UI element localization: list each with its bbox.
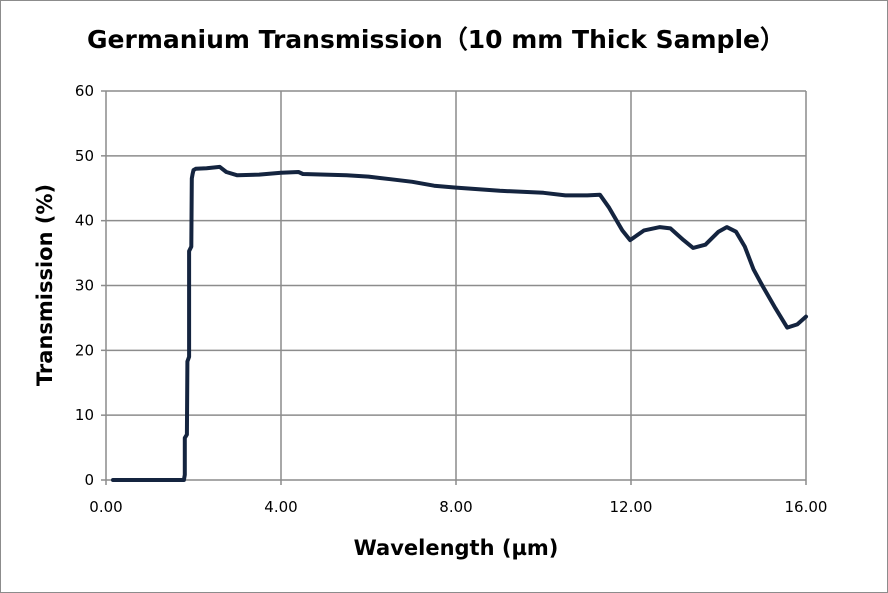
y-tick-label: 50 xyxy=(75,147,94,165)
x-tick-label: 12.00 xyxy=(610,498,653,516)
x-tick-label: 4.00 xyxy=(264,498,297,516)
y-tick-label: 20 xyxy=(75,341,94,359)
y-tick-label: 40 xyxy=(75,212,94,230)
x-axis-label: Wavelength (µm) xyxy=(354,536,559,560)
series-line xyxy=(111,164,808,482)
y-tick-label: 0 xyxy=(84,471,94,489)
tick-labels: 0 10 20 30 40 50 60 0.00 4.00 8.00 12.00 16.00 xyxy=(75,82,828,516)
chart-title: Germanium Transmission（10 mm Thick Sampl… xyxy=(87,25,785,54)
y-axis-label: Transmission (%) xyxy=(33,184,57,386)
x-tick-label: 8.00 xyxy=(439,498,472,516)
y-tick-label: 30 xyxy=(75,277,94,295)
y-tick-label: 10 xyxy=(75,406,94,424)
grid xyxy=(101,90,807,485)
x-tick-label: 0.00 xyxy=(89,498,122,516)
y-tick-label: 60 xyxy=(75,82,94,100)
x-tick-label: 16.00 xyxy=(785,498,828,516)
